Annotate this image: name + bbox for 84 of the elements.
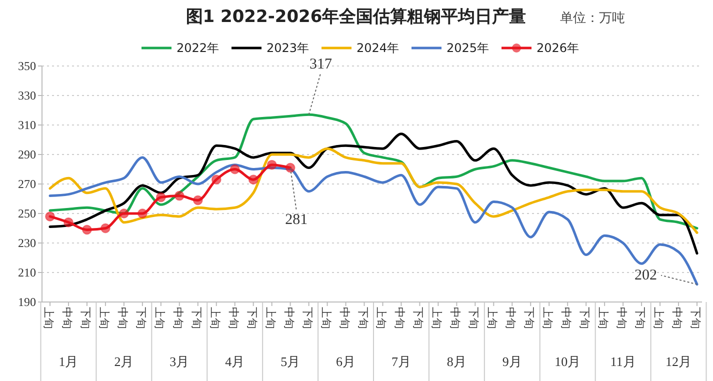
x-tick-label: 下旬	[190, 307, 203, 329]
x-tick-label: 上旬	[596, 307, 610, 329]
point	[230, 164, 240, 174]
x-tick-label: 中旬	[504, 307, 518, 329]
x-tick-label: 中旬	[448, 307, 462, 329]
point	[118, 208, 129, 218]
x-tick-label: 上旬	[152, 307, 166, 329]
x-tick-label: 下旬	[245, 307, 258, 329]
point	[100, 223, 110, 234]
point	[248, 174, 258, 185]
x-tick-label: 中旬	[60, 307, 74, 329]
data-label: 317	[310, 56, 333, 73]
chart-title: 图1 2022-2026年全国估算粗钢平均日产量	[186, 7, 526, 27]
legend-label: 2022年	[176, 41, 220, 55]
x-tick-label: 下旬	[300, 307, 314, 329]
x-tick-label: 上旬	[430, 307, 444, 329]
y-tick-label: 210	[18, 266, 36, 280]
text: 8月	[446, 354, 466, 369]
x-tick-label: 上旬	[97, 307, 110, 329]
legend-label: 2024年	[356, 41, 400, 55]
y-tick-label: 230	[18, 236, 36, 250]
x-tick-label: 下旬	[689, 307, 702, 329]
x-tick-label: 下旬	[412, 307, 425, 329]
point	[82, 224, 92, 235]
text: 3月	[170, 354, 190, 369]
text: 6月	[336, 354, 356, 369]
x-tick-label: 下旬	[634, 307, 647, 329]
x-tick-label: 中旬	[226, 307, 240, 329]
x-tick-label: 下旬	[578, 307, 592, 329]
x-tick-label: 上旬	[541, 307, 554, 329]
point	[156, 192, 166, 202]
data-label: 202	[634, 267, 657, 284]
text: 9月	[502, 354, 522, 369]
x-tick-label: 中旬	[338, 307, 351, 329]
point	[192, 195, 203, 206]
y-tick-label: 350	[18, 59, 36, 73]
x-tick-label: 上旬	[486, 307, 499, 329]
chart-subtitle: 单位：万吨	[560, 11, 625, 26]
x-tick-label: 下旬	[522, 307, 536, 329]
legend-label: 2025年	[446, 41, 490, 55]
x-tick-label: 上旬	[319, 307, 332, 329]
x-tick-label: 上旬	[264, 307, 277, 329]
y-tick-label: 330	[18, 88, 36, 102]
point	[285, 162, 296, 173]
legend-label: 2026年	[536, 41, 580, 55]
text: 1月	[58, 354, 78, 369]
x-tick-label: 中旬	[393, 307, 406, 329]
point	[211, 174, 222, 185]
x-tick-label: 中旬	[171, 307, 184, 329]
x-tick-label: 中旬	[116, 307, 129, 329]
point	[174, 190, 184, 201]
line-series	[48, 147, 698, 234]
y-tick-label: 290	[18, 148, 36, 162]
x-tick-label: 中旬	[615, 307, 628, 329]
x-tick-label: 上旬	[652, 307, 666, 329]
x-tick-label: 上旬	[208, 307, 222, 329]
x-tick-label: 上旬	[374, 307, 388, 329]
x-tick-label: 下旬	[467, 307, 480, 329]
x-tick-label: 下旬	[356, 307, 370, 329]
x-tick-label: 上旬	[42, 307, 55, 329]
x-tick-label: 下旬	[134, 307, 148, 329]
point	[137, 208, 148, 218]
x-tick-label: 下旬	[78, 307, 92, 329]
x-tick-label: 中旬	[282, 307, 296, 329]
y-tick-label: 190	[18, 295, 36, 309]
y-tick-label: 310	[18, 118, 36, 132]
text: 10月	[554, 354, 581, 369]
text: 2月	[114, 354, 134, 369]
text: 5月	[280, 354, 300, 369]
x-tick-label: 中旬	[670, 307, 684, 329]
data-label: 281	[285, 212, 308, 228]
text: 11月	[610, 354, 636, 369]
y-tick-label: 270	[18, 177, 36, 191]
legend-label: 2023年	[266, 41, 310, 55]
text: 7月	[391, 354, 411, 369]
point	[266, 160, 277, 170]
y-tick-label: 250	[18, 206, 36, 220]
x-tick-label: 中旬	[560, 307, 573, 329]
line-series	[48, 156, 698, 286]
point	[45, 211, 55, 222]
text: 4月	[225, 354, 245, 369]
point	[63, 217, 74, 228]
line-series	[48, 132, 698, 255]
text: 12月	[666, 354, 692, 369]
